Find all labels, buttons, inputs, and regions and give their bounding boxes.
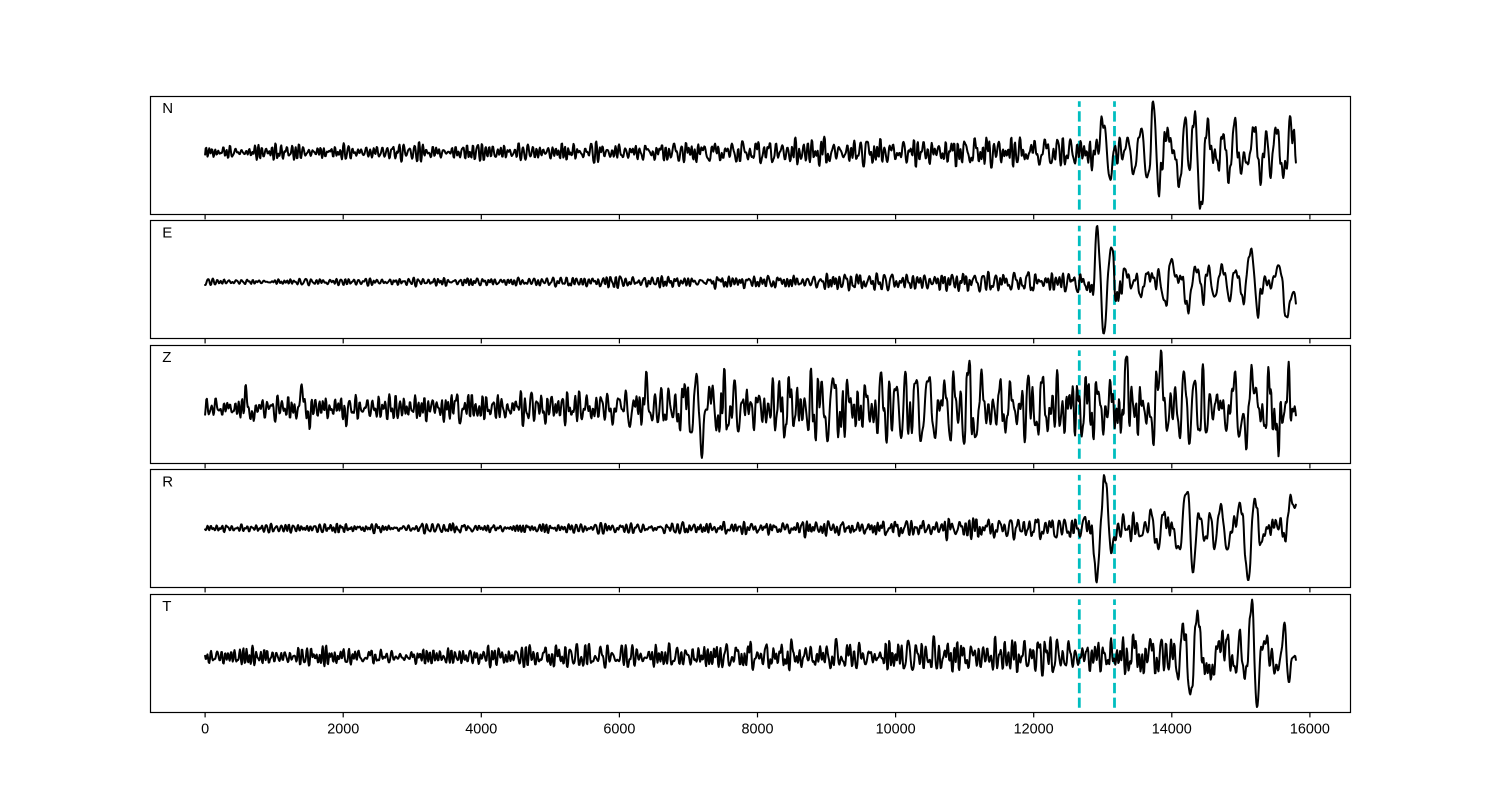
svg-text:E: E <box>162 225 172 242</box>
svg-text:6000: 6000 <box>603 721 635 737</box>
svg-text:2000: 2000 <box>327 721 359 737</box>
svg-text:T: T <box>162 598 171 615</box>
svg-text:N: N <box>162 100 173 117</box>
svg-text:10000: 10000 <box>876 721 916 737</box>
svg-text:8000: 8000 <box>741 721 773 737</box>
svg-text:16000: 16000 <box>1290 721 1330 737</box>
svg-text:R: R <box>162 474 173 491</box>
svg-text:0: 0 <box>201 721 209 737</box>
svg-text:14000: 14000 <box>1152 721 1192 737</box>
svg-text:12000: 12000 <box>1014 721 1054 737</box>
svg-text:4000: 4000 <box>465 721 497 737</box>
svg-text:Z: Z <box>162 349 171 366</box>
